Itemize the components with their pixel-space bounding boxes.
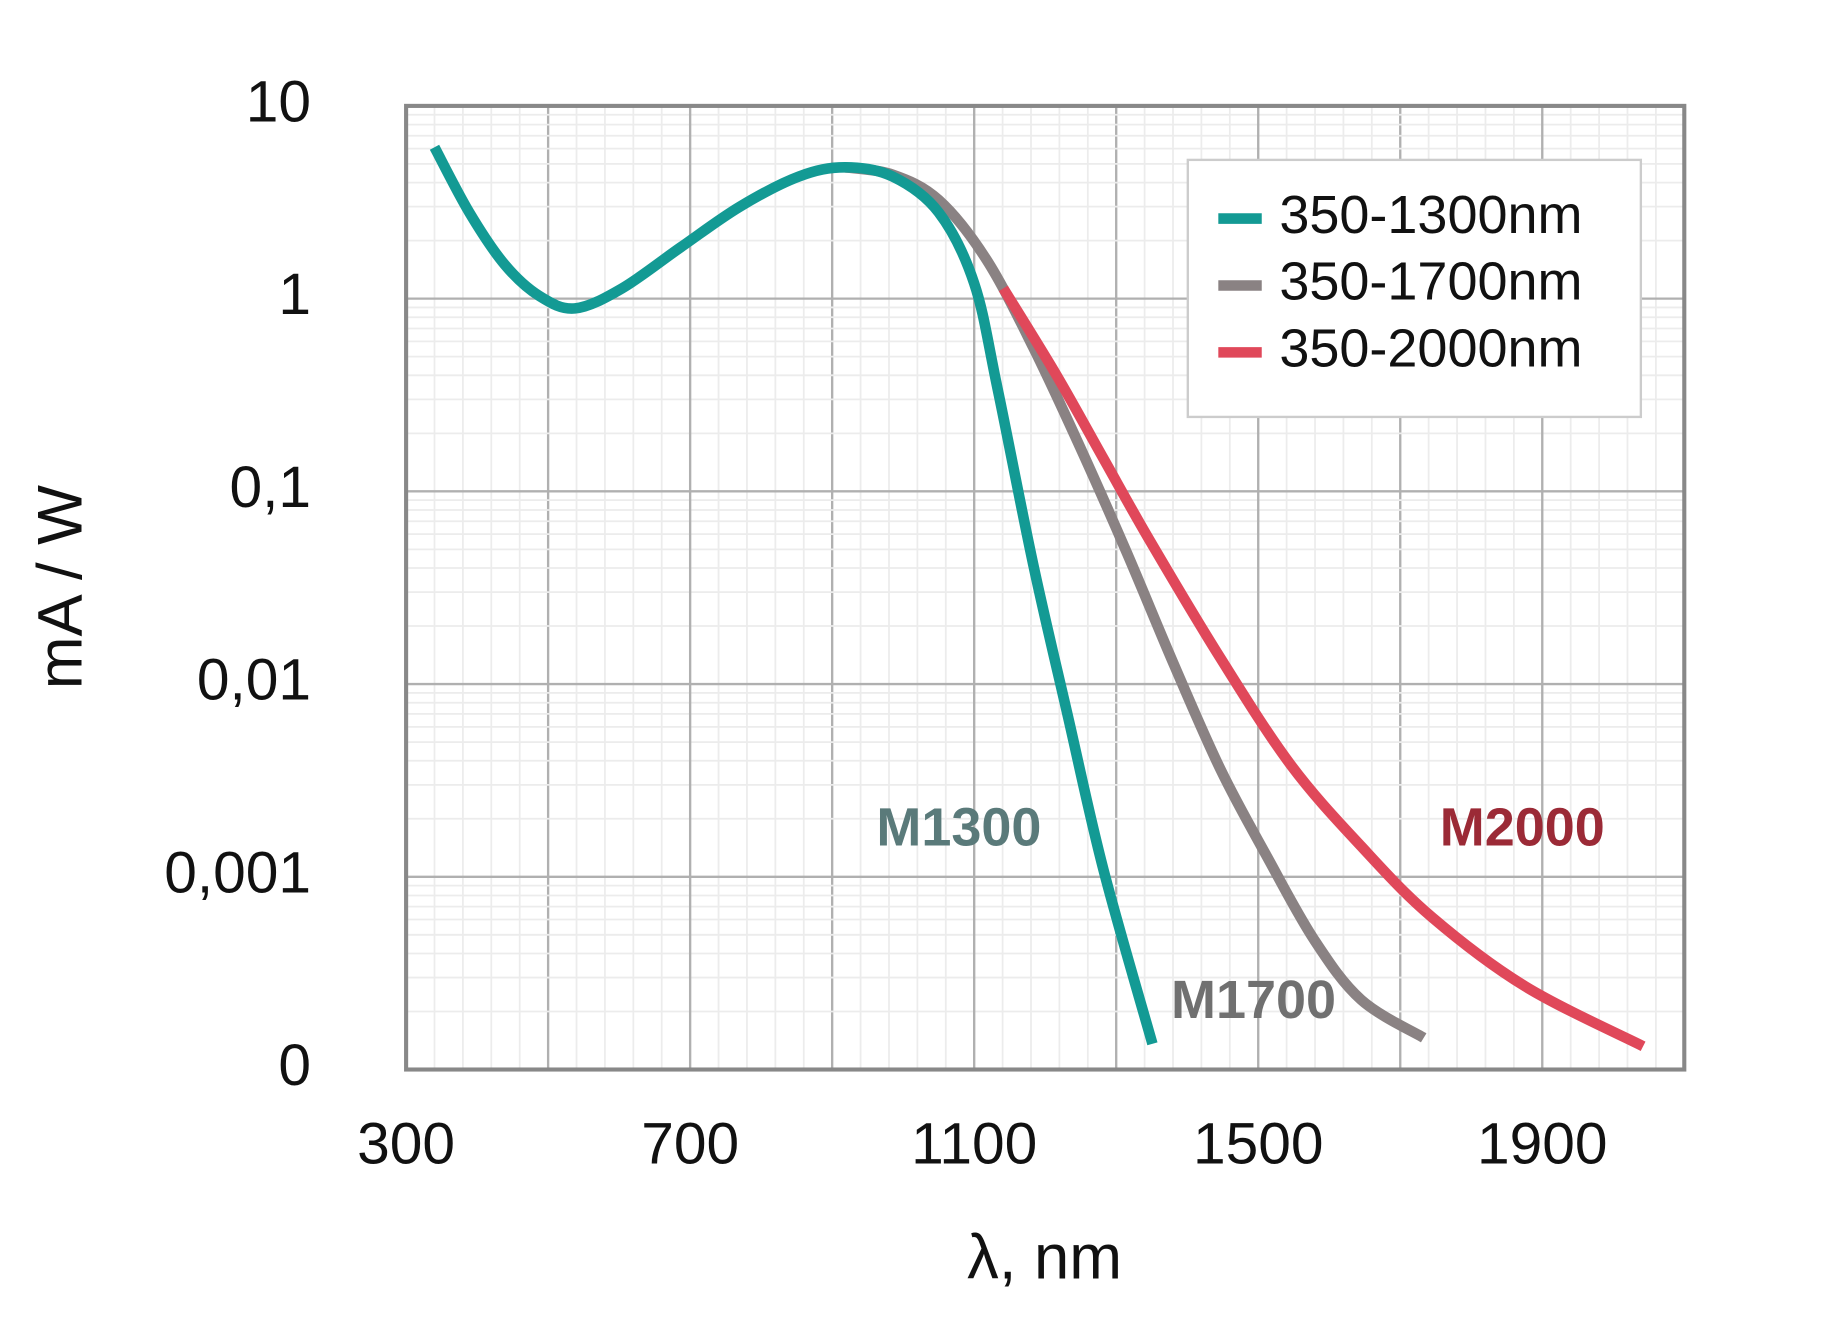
x-tick-label: 1100 (911, 1112, 1037, 1177)
legend-box (1186, 158, 1643, 419)
annotation: M1700 (1171, 970, 1336, 1030)
x-tick-label: 1900 (1477, 1112, 1608, 1177)
line (998, 285, 1646, 1051)
annotation: M2000 (1440, 798, 1605, 858)
y-axis-label: mA / W (25, 485, 95, 689)
y-tick-label: 0,001 (164, 840, 311, 905)
x-axis-label: λ, nm (967, 1223, 1122, 1293)
y-tick-label: 0,1 (229, 455, 311, 520)
x-tick-label: 1500 (1193, 1112, 1324, 1177)
plot-frame (404, 103, 1687, 1072)
y-tick-label: 10 (246, 69, 311, 134)
line (429, 144, 1158, 1046)
y-tick-label: 0,01 (197, 648, 311, 713)
legend-label: 350-1700nm (1279, 252, 1582, 312)
y-tick-label: 1 (278, 262, 311, 327)
legend-label: 350-1300nm (1279, 185, 1582, 245)
x-tick-label: 700 (641, 1112, 739, 1177)
legend-label: 350-2000nm (1279, 319, 1582, 379)
annotation: M1300 (876, 798, 1041, 858)
x-tick-label: 300 (357, 1112, 455, 1177)
line (844, 162, 1427, 1043)
y-tick-label: 0 (278, 1033, 311, 1098)
